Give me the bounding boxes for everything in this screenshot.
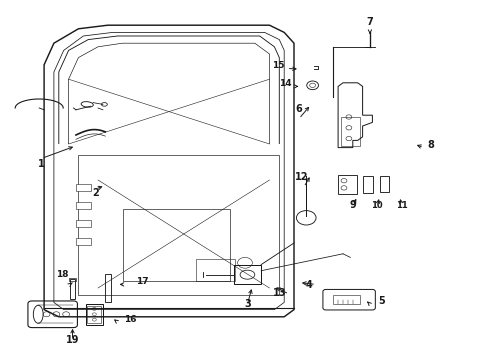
Text: 16: 16 — [124, 315, 137, 324]
Text: 5: 5 — [378, 296, 385, 306]
Bar — [333, 295, 360, 304]
Bar — [76, 184, 91, 191]
Text: 11: 11 — [396, 201, 408, 210]
Text: 7: 7 — [367, 17, 373, 27]
Text: 18: 18 — [56, 270, 69, 279]
Bar — [341, 117, 360, 146]
Bar — [380, 176, 389, 192]
Text: 14: 14 — [279, 80, 292, 89]
Bar — [86, 304, 103, 325]
Text: 8: 8 — [428, 140, 435, 150]
Bar — [196, 259, 235, 281]
Bar — [122, 209, 230, 281]
Text: 4: 4 — [305, 280, 312, 290]
Text: 10: 10 — [371, 201, 383, 210]
Bar — [338, 175, 357, 194]
Text: 6: 6 — [295, 104, 302, 114]
Bar — [76, 238, 91, 245]
Bar — [76, 220, 91, 227]
Text: 12: 12 — [294, 172, 308, 182]
Bar — [70, 279, 75, 299]
Text: 3: 3 — [244, 299, 251, 309]
Bar — [105, 274, 111, 302]
Text: 1: 1 — [38, 159, 45, 170]
Text: 17: 17 — [136, 278, 148, 287]
Bar — [76, 202, 91, 209]
Bar — [69, 278, 76, 281]
Bar — [363, 176, 373, 193]
Bar — [87, 306, 101, 323]
Text: 9: 9 — [349, 200, 356, 210]
Text: 13: 13 — [272, 288, 286, 298]
Text: 19: 19 — [66, 335, 79, 345]
Text: 15: 15 — [271, 62, 284, 71]
Text: 2: 2 — [92, 188, 99, 198]
Bar — [234, 265, 261, 284]
